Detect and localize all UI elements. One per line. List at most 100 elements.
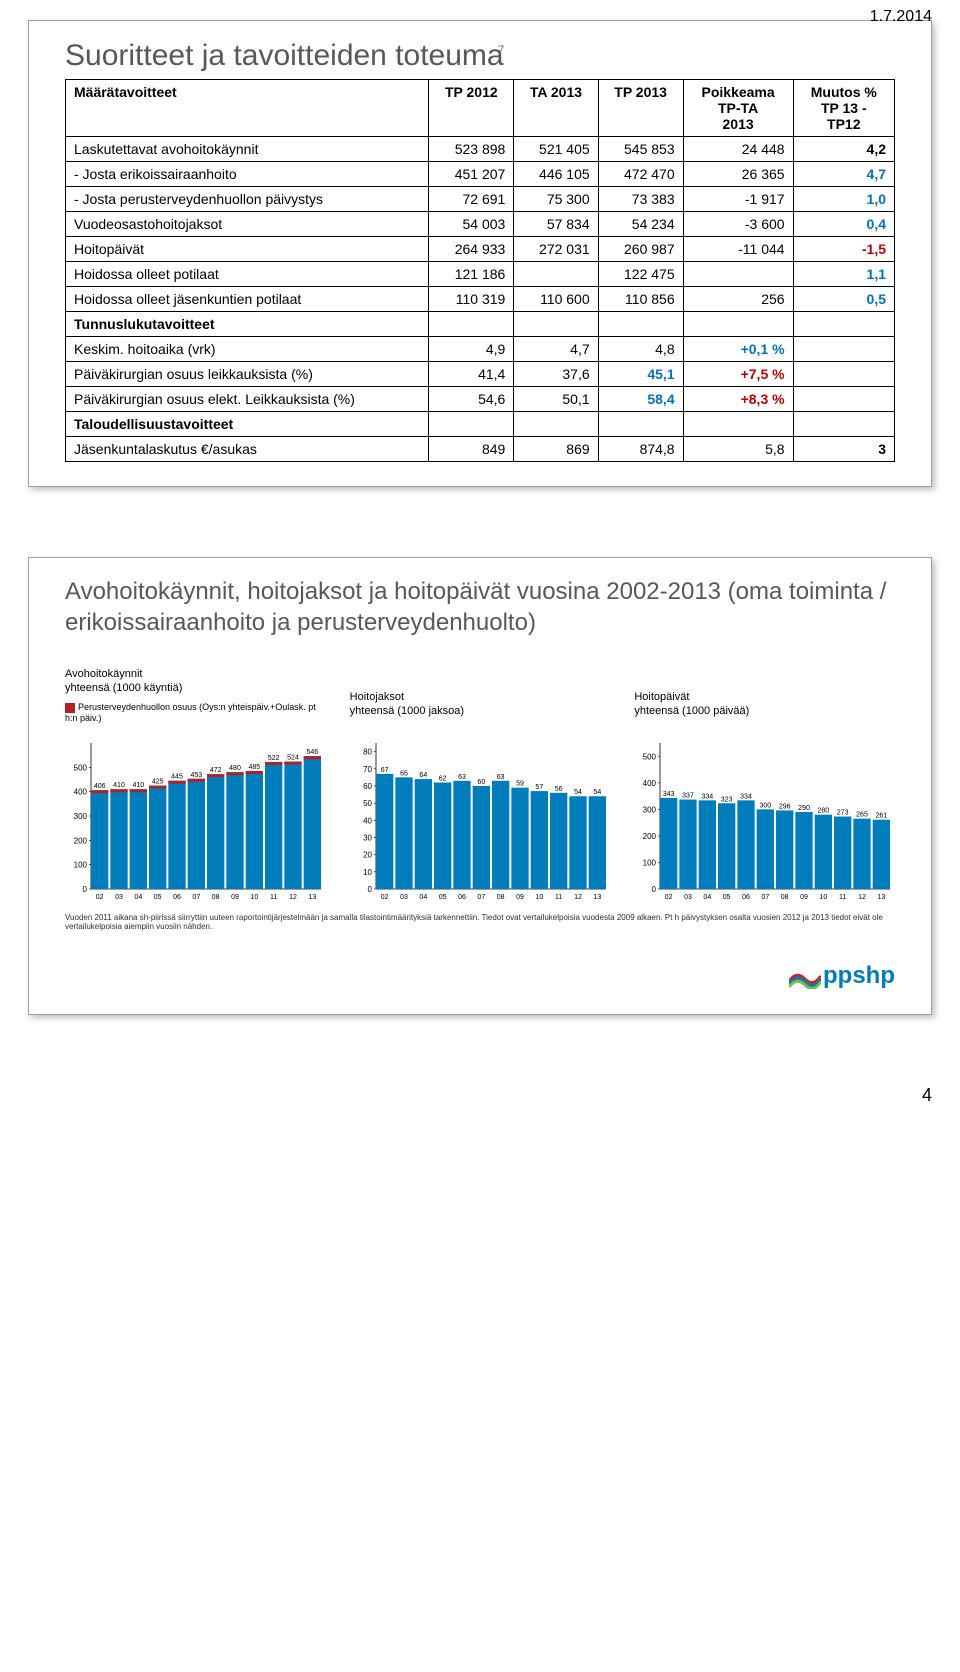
col-header: Muutos %TP 13 -TP12 (793, 80, 894, 137)
cell: 256 (683, 287, 793, 312)
chart-legend: Perusterveydenhuollon osuus (Oys:n yhtei… (65, 702, 326, 723)
cell (683, 262, 793, 287)
svg-text:80: 80 (363, 747, 372, 756)
svg-text:06: 06 (458, 894, 466, 901)
cell: 26 365 (683, 162, 793, 187)
svg-text:200: 200 (643, 831, 657, 840)
table-row: Hoidossa olleet potilaat121 186122 4751,… (66, 262, 895, 287)
svg-text:265: 265 (857, 811, 869, 818)
svg-text:54: 54 (593, 789, 601, 796)
svg-text:445: 445 (171, 773, 183, 780)
cell: +0,1 % (683, 337, 793, 362)
svg-text:273: 273 (837, 809, 849, 816)
cell: -1,5 (793, 237, 894, 262)
svg-text:334: 334 (741, 793, 753, 800)
cell: 869 (514, 437, 598, 462)
svg-text:60: 60 (363, 781, 372, 790)
charts-footnote: Vuoden 2011 aikana sh-piirissä siirrytti… (65, 913, 895, 932)
cell: 41,4 (429, 362, 514, 387)
logo: ppshp (65, 962, 895, 990)
cell (514, 262, 598, 287)
table-row: - Josta perusterveydenhuollon päivystys7… (66, 187, 895, 212)
svg-text:12: 12 (574, 894, 582, 901)
svg-text:50: 50 (363, 799, 372, 808)
cell: 849 (429, 437, 514, 462)
cell: 1,1 (793, 262, 894, 287)
svg-text:10: 10 (250, 894, 258, 901)
cell: 54,6 (429, 387, 514, 412)
cell (793, 337, 894, 362)
logo-wave-icon (789, 967, 821, 989)
svg-text:08: 08 (212, 894, 220, 901)
cell: 472 470 (598, 162, 683, 187)
svg-text:09: 09 (800, 894, 808, 901)
cell: 57 834 (514, 212, 598, 237)
page-date: 1.7.2014 (870, 8, 932, 26)
svg-text:08: 08 (781, 894, 789, 901)
svg-text:524: 524 (287, 754, 299, 761)
svg-text:09: 09 (516, 894, 524, 901)
svg-text:13: 13 (308, 894, 316, 901)
svg-text:59: 59 (516, 780, 524, 787)
row-label: Hoidossa olleet potilaat (66, 262, 429, 287)
svg-text:472: 472 (210, 767, 222, 774)
svg-text:296: 296 (779, 803, 791, 810)
cell: 264 933 (429, 237, 514, 262)
row-label: Keskim. hoitoaika (vrk) (66, 337, 429, 362)
cell: +8,3 % (683, 387, 793, 412)
svg-text:500: 500 (643, 752, 657, 761)
cell: 521 405 (514, 137, 598, 162)
svg-text:425: 425 (152, 778, 164, 785)
svg-text:546: 546 (306, 749, 318, 756)
col-header: TP 2013 (598, 80, 683, 137)
svg-text:07: 07 (192, 894, 200, 901)
charts-panel: Avohoitokäynnit, hoitojaksot ja hoitopäi… (28, 557, 932, 1015)
svg-text:20: 20 (363, 850, 372, 859)
cell: 5,8 (683, 437, 793, 462)
table-row: Päiväkirurgian osuus leikkauksista (%)41… (66, 362, 895, 387)
table-row: Laskutettavat avohoitokäynnit523 898521 … (66, 137, 895, 162)
svg-text:453: 453 (190, 771, 202, 778)
cell: 1,0 (793, 187, 894, 212)
cell: 54 234 (598, 212, 683, 237)
cell: 110 856 (598, 287, 683, 312)
col-header: PoikkeamaTP-TA2013 (683, 80, 793, 137)
svg-text:03: 03 (400, 894, 408, 901)
svg-text:07: 07 (762, 894, 770, 901)
row-label: Hoitopäivät (66, 237, 429, 262)
cell: 50,1 (514, 387, 598, 412)
svg-text:67: 67 (380, 766, 388, 773)
svg-text:05: 05 (154, 894, 162, 901)
row-label: Hoidossa olleet jäsenkuntien potilaat (66, 287, 429, 312)
cell: 45,1 (598, 362, 683, 387)
row-label: Päiväkirurgian osuus leikkauksista (%) (66, 362, 429, 387)
svg-text:480: 480 (229, 765, 241, 772)
svg-text:100: 100 (74, 860, 88, 869)
row-label: Päiväkirurgian osuus elekt. Leikkauksist… (66, 387, 429, 412)
row-label: - Josta erikoissairaanhoito (66, 162, 429, 187)
svg-text:09: 09 (231, 894, 239, 901)
svg-text:522: 522 (268, 754, 280, 761)
chart-block: Hoitojaksotyhteensä (1000 jaksoa)0102030… (350, 691, 611, 905)
svg-text:64: 64 (419, 772, 427, 779)
cell: 110 600 (514, 287, 598, 312)
svg-text:410: 410 (132, 782, 144, 789)
svg-text:300: 300 (643, 805, 657, 814)
cell: 272 031 (514, 237, 598, 262)
cell: 3 (793, 437, 894, 462)
table-row: Hoitopäivät264 933272 031260 987-11 044-… (66, 237, 895, 262)
svg-text:04: 04 (419, 894, 427, 901)
svg-text:08: 08 (496, 894, 504, 901)
table-row: Hoidossa olleet jäsenkuntien potilaat 110… (66, 287, 895, 312)
cell: 24 448 (683, 137, 793, 162)
svg-text:334: 334 (702, 793, 714, 800)
cell: 451 207 (429, 162, 514, 187)
svg-text:280: 280 (818, 807, 830, 814)
charts-row: Avohoitokäynnityhteensä (1000 käyntiä)Pe… (65, 668, 895, 904)
svg-text:500: 500 (74, 763, 88, 772)
svg-text:11: 11 (839, 894, 846, 901)
cell: 0,4 (793, 212, 894, 237)
svg-text:10: 10 (535, 894, 543, 901)
svg-text:07: 07 (477, 894, 485, 901)
svg-text:300: 300 (74, 812, 88, 821)
